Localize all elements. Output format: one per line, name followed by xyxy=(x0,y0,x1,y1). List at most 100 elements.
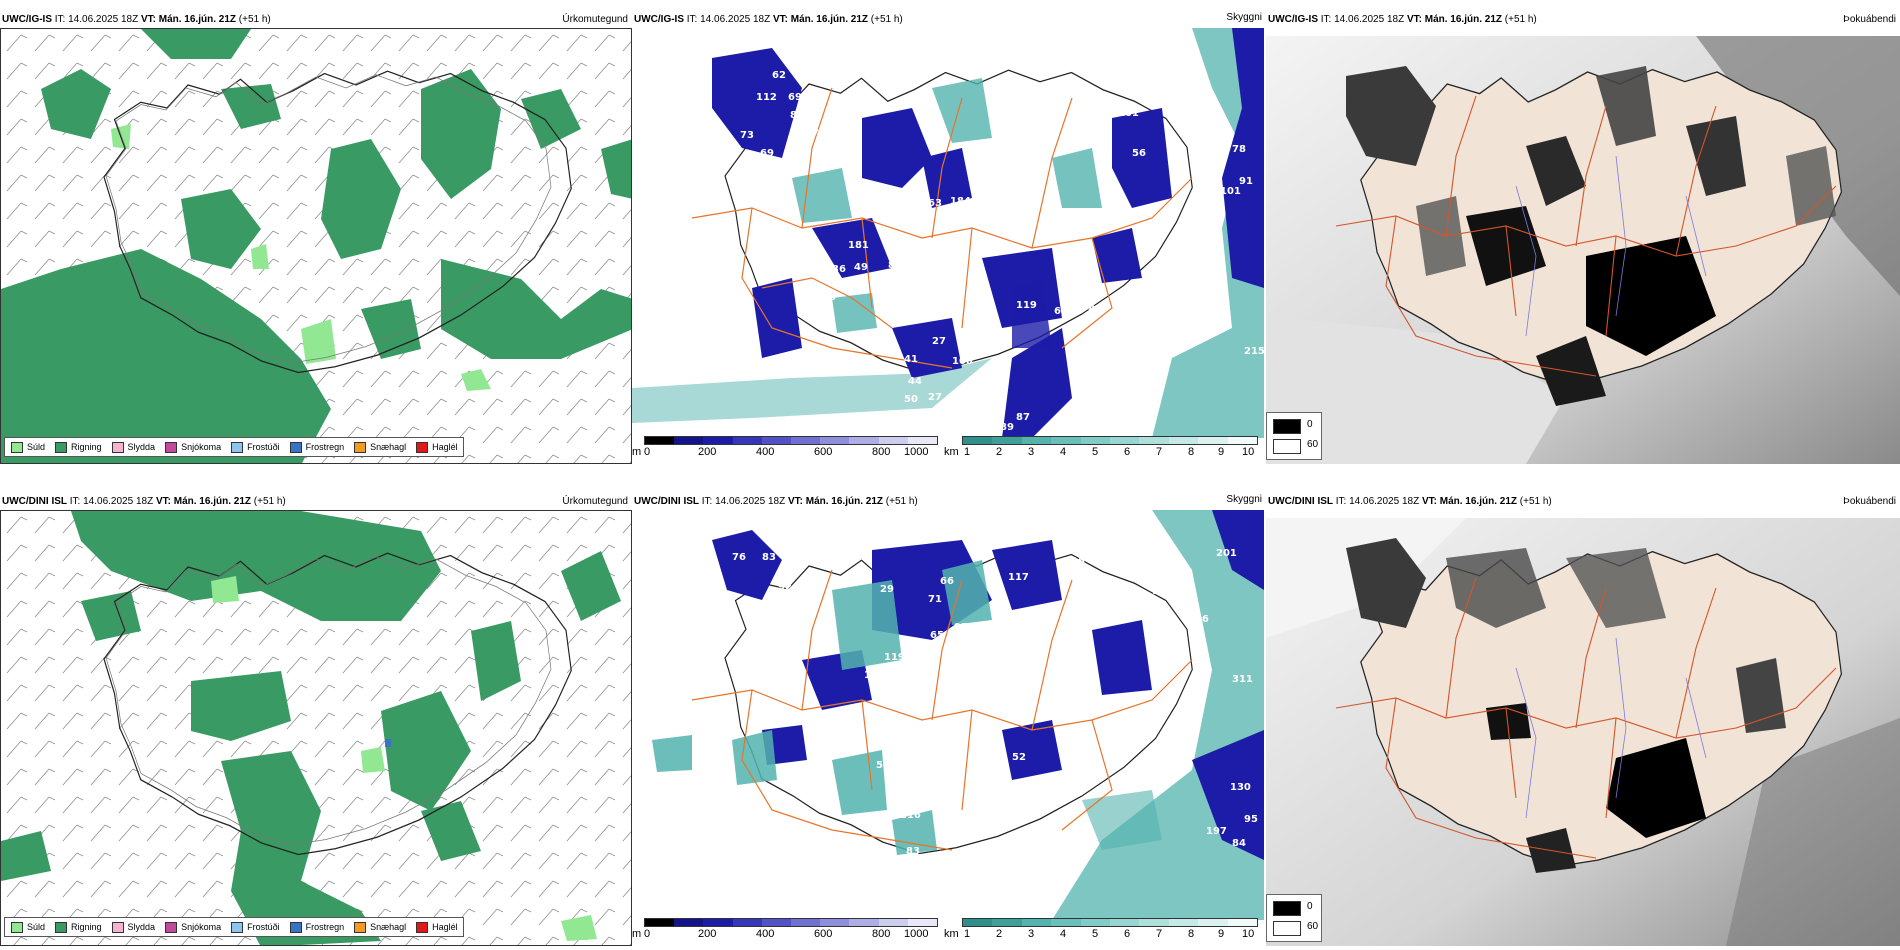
swatch-freezing-rain xyxy=(289,441,302,453)
fog-legend-dark xyxy=(1273,419,1301,434)
model-name: UWC/IG-IS xyxy=(634,14,684,25)
vt-value: Mán. 16.jún. 21Z xyxy=(805,496,883,507)
vis-value: 02 xyxy=(1094,140,1108,151)
vis-value: 183 xyxy=(802,352,823,363)
fog-legend-dark-label: 0 xyxy=(1307,901,1313,912)
vis-value: 119 xyxy=(1016,300,1037,311)
colorbar-km-tick: 3 xyxy=(1028,446,1035,458)
model-name: UWC/DINI ISL xyxy=(2,496,67,507)
precip-panel-bottom: UWC/DINI ISL IT: 14.06.2025 18Z VT: Mán.… xyxy=(0,494,632,946)
legend-item: Frostúði xyxy=(231,921,280,933)
panel-header: UWC/DINI ISL IT: 14.06.2025 18Z VT: Mán.… xyxy=(2,494,286,510)
vt-value: Mán. 16.jún. 21Z xyxy=(790,14,868,25)
legend-item: Haglél xyxy=(416,921,458,933)
colorbar-km-tick: 3 xyxy=(1028,928,1035,940)
vis-value: 69 xyxy=(788,92,802,103)
legend-item: Slydda xyxy=(111,921,155,933)
vis-value: 201 xyxy=(1216,548,1237,559)
vis-value: 50 xyxy=(904,394,918,405)
fog-road-network xyxy=(1335,577,1837,859)
vis-value: 256 xyxy=(1188,614,1209,625)
it-label: IT: xyxy=(54,14,66,25)
colorbar-km-tick: 1 xyxy=(964,446,971,458)
fog-legend-light xyxy=(1273,921,1301,936)
swatch-snow xyxy=(165,921,178,933)
vis-value: 78 xyxy=(1232,144,1246,155)
colorbar-m-tick: 200 xyxy=(698,928,717,940)
colorbar-m-tick: 600 xyxy=(814,446,833,458)
panel-title: Skyggni xyxy=(1226,12,1262,23)
legend-label: Slydda xyxy=(127,442,156,452)
low-visibility-areas xyxy=(712,530,1152,780)
legend-item: Snæhagl xyxy=(354,441,407,453)
panel-title: Úrkomutegund xyxy=(562,14,628,25)
vt-value: Mán. 16.jún. 21Z xyxy=(158,14,236,25)
lead-time: (+51 h) xyxy=(238,14,271,25)
it-value: 14.06.2025 18Z xyxy=(68,14,139,25)
fog-legend: 0 60 xyxy=(1266,412,1322,460)
vis-value: 76 xyxy=(812,128,826,139)
colorbar-km-tick: 6 xyxy=(1124,446,1131,458)
model-name: UWC/IG-IS xyxy=(1268,14,1318,25)
vis-value: 181 xyxy=(848,240,869,251)
vis-value: 184 xyxy=(950,196,971,207)
legend-label: Frostúði xyxy=(247,922,280,932)
colorbar-km-tick: 5 xyxy=(1092,928,1099,940)
legend-label: Snæhagl xyxy=(370,922,407,932)
visibility-panel-bottom: UWC/DINI ISL IT: 14.06.2025 18Z VT: Mán.… xyxy=(632,494,1264,946)
vis-value: 73 xyxy=(740,130,754,141)
panel-header: UWC/IG-IS IT: 14.06.2025 18Z VT: Mán. 16… xyxy=(634,12,903,28)
colorbar-km-tick: 10 xyxy=(1242,446,1255,458)
vt-value: Mán. 16.jún. 21Z xyxy=(173,496,251,507)
lead-time: (+51 h) xyxy=(885,496,918,507)
vis-value: 91 xyxy=(1239,176,1253,187)
model-name: UWC/DINI ISL xyxy=(1268,496,1333,507)
low-visibility-areas xyxy=(712,48,1172,378)
vis-value: 109 xyxy=(1164,42,1185,53)
drizzle-areas xyxy=(211,576,597,941)
it-value: 14.06.2025 18Z xyxy=(1334,14,1405,25)
fog-legend-dark-label: 0 xyxy=(1307,419,1313,430)
colorbar-km-tick: 9 xyxy=(1218,928,1225,940)
panel-header: UWC/IG-IS IT: 14.06.2025 18Z VT: Mán. 16… xyxy=(1268,12,1537,28)
swatch-rain xyxy=(55,441,68,453)
fog-map xyxy=(1266,36,1900,464)
vis-value: 27 xyxy=(928,392,942,403)
legend-label: Frostregn xyxy=(305,442,345,452)
vis-value: 180 xyxy=(864,670,885,681)
fog-legend: 0 60 xyxy=(1266,894,1322,942)
it-value: 14.06.2025 18Z xyxy=(715,496,786,507)
fog-panel-bottom: UWC/DINI ISL IT: 14.06.2025 18Z VT: Mán.… xyxy=(1266,494,1900,946)
legend-label: Snæhagl xyxy=(370,442,407,452)
vt-label: VT: xyxy=(787,496,803,507)
swatch-sleet xyxy=(111,441,124,453)
colorbar-km-tick: 2 xyxy=(996,928,1003,940)
colorbar-km-tick: 10 xyxy=(1242,928,1255,940)
vis-value: 77 xyxy=(1214,126,1228,137)
colorbar-km-tick: 4 xyxy=(1060,928,1067,940)
colorbar-km-tick: 6 xyxy=(1124,928,1131,940)
fog-road-network xyxy=(1335,95,1837,377)
legend-label: Súld xyxy=(27,442,46,452)
vis-value: 93 xyxy=(934,854,948,865)
fog-panel-top: UWC/IG-IS IT: 14.06.2025 18Z VT: Mán. 16… xyxy=(1266,12,1900,464)
panel-header: UWC/DINI ISL IT: 14.06.2025 18Z VT: Mán.… xyxy=(1268,494,1552,510)
fog-legend-light-label: 60 xyxy=(1307,921,1319,932)
colorbar-m-tick: 0 xyxy=(644,928,651,940)
vis-value: 116 xyxy=(1064,556,1085,567)
vis-value: 66 xyxy=(940,576,954,587)
vis-value: 103 xyxy=(1152,586,1173,597)
precip-legend: Súld Rigning Slydda Snjókoma Frostúði Fr… xyxy=(4,437,464,457)
colorbar-m-bar xyxy=(644,918,938,927)
vis-value: 96 xyxy=(960,664,974,675)
fog-map xyxy=(1266,518,1900,946)
road-network xyxy=(691,569,1193,851)
vis-value: 124 xyxy=(1148,78,1169,89)
swatch-graupel xyxy=(354,441,367,453)
colorbar-m-unit: m xyxy=(632,446,642,458)
drizzle-areas xyxy=(111,124,491,391)
vis-value: 40 xyxy=(822,292,836,303)
colorbar-km-tick: 2 xyxy=(996,446,1003,458)
fog-dark-areas xyxy=(1346,66,1836,406)
vis-value: 95 xyxy=(1244,814,1258,825)
